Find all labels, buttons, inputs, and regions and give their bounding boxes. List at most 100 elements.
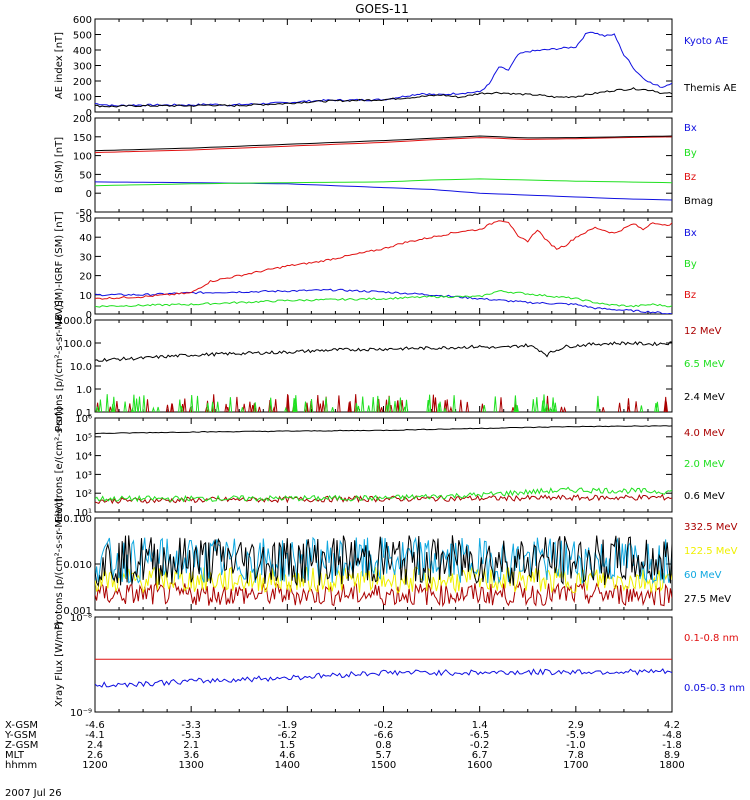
ephemeris-value: 2.9	[568, 720, 584, 731]
y-tick-label: 0.010	[63, 560, 92, 571]
ephemeris-label: X-GSM	[5, 720, 38, 731]
legend-entry: 2.0 MeV	[684, 459, 725, 470]
legend-entry: Bx	[684, 228, 697, 239]
y-axis-label: Protons [p/(cm²-s-sr-MeV)]	[54, 300, 65, 432]
series-0-6-mev	[95, 425, 672, 435]
y-tick-label: 600	[73, 15, 92, 26]
ephemeris-value: -5.9	[566, 730, 586, 741]
y-tick-label: 10⁶	[75, 414, 92, 425]
y-tick-label: 10⁻⁹	[70, 708, 92, 719]
ephemeris-value: -4.8	[662, 730, 682, 741]
ephemeris-value: -1.0	[566, 740, 586, 751]
ephemeris-value: 2.1	[183, 740, 199, 751]
ephemeris-value: -6.5	[470, 730, 490, 741]
series-by	[95, 289, 672, 308]
y-tick-label: 0	[86, 189, 92, 200]
y-tick-label: 0	[86, 108, 92, 119]
panel-3: 0 10 20 30 40 50 B (SM)-IGRF (SM) [nT] Bx By Bz	[54, 211, 697, 321]
series-27-5-mev	[95, 535, 672, 587]
series-6-5-mev	[95, 394, 660, 412]
legend-entry: 2.4 MeV	[684, 392, 725, 403]
ephemeris-value: -0.2	[374, 720, 394, 731]
series-bz	[95, 136, 672, 154]
legend-entry: 6.5 MeV	[684, 359, 725, 370]
legend-entry: 0.05-0.3 nm	[684, 683, 745, 694]
panel-1: 0 100 200 300 400 500 600 AE index [nT] Kyoto AE…	[54, 15, 737, 119]
y-axis-label: AE index [nT]	[54, 32, 65, 99]
y-axis-label: Electrons [e/(cm²-s-sr)]	[54, 407, 65, 523]
y-tick-label: 1000.0	[57, 316, 92, 327]
y-tick-label: 100.0	[63, 339, 92, 350]
y-tick-label: 10⁻⁸	[70, 613, 92, 624]
legend-entry: 4.0 MeV	[684, 428, 725, 439]
legend-entry: 27.5 MeV	[684, 594, 731, 605]
y-axis-label: B (SM)-IGRF (SM) [nT]	[54, 211, 65, 320]
series-0-05-0-3-nm	[95, 668, 672, 688]
legend-entry: 12 MeV	[684, 326, 722, 337]
y-axis-label: Xray Flux [W/m²]	[54, 622, 65, 707]
series-60-mev	[95, 536, 672, 585]
panel-7: 10⁻⁹ 10⁻⁸ Xray Flux [W/m²] 0.1-0.8 nm 0.05-0…	[54, 613, 745, 719]
y-tick-label: 100	[73, 152, 92, 163]
y-tick-label: 10²	[75, 489, 92, 500]
legend-entry: Themis AE	[683, 83, 737, 94]
y-tick-label: 50	[79, 170, 92, 181]
legend-entry: 0.6 MeV	[684, 491, 725, 502]
ephemeris-value: 4.2	[664, 720, 680, 731]
y-axis-label: B (SM) [nT]	[54, 137, 65, 193]
ephemeris-value: 4.6	[279, 750, 295, 761]
series-2-4-mev	[95, 341, 672, 362]
legend-entry: 0.1-0.8 nm	[684, 633, 739, 644]
ephemeris-value: 1.5	[279, 740, 295, 751]
legend-entry: Bx	[684, 123, 697, 134]
ephemeris-value: 2.6	[87, 750, 103, 761]
legend-entry: Bz	[684, 290, 696, 301]
legend-entry: Kyoto AE	[684, 36, 728, 47]
y-tick-label: 200	[73, 114, 92, 125]
series-bz	[95, 220, 672, 300]
ephemeris-value: -1.8	[662, 740, 682, 751]
ephemeris-value: 8.9	[664, 750, 680, 761]
ephemeris-value: 1800	[659, 760, 684, 771]
y-tick-label: 10⁵	[75, 433, 92, 444]
panel-2: -50 0 50 100 150 200 B (SM) [nT] Bx By Bz Bmag	[54, 114, 713, 219]
ephemeris-value: -0.2	[470, 740, 490, 751]
ephemeris-value: -4.1	[85, 730, 105, 741]
y-tick-label: 10¹	[75, 508, 92, 519]
ephemeris-value: 5.7	[376, 750, 392, 761]
series-4-0-mev	[95, 493, 672, 505]
y-tick-label: 10⁴	[75, 452, 92, 463]
series-by	[95, 178, 672, 187]
panel-5: 10¹ 10² 10³ 10⁴ 10⁵ 10⁶ Electrons [e/(cm²-s-sr…	[54, 407, 725, 523]
ephemeris-label: hhmm	[5, 760, 37, 771]
legend-entry: Bz	[684, 172, 696, 183]
ephemeris-value: -3.3	[181, 720, 201, 731]
ephemeris-label: Y-GSM	[4, 730, 37, 741]
ephemeris-value: 0.8	[376, 740, 392, 751]
plot-title: GOES-11	[355, 2, 409, 16]
ephemeris-value: -1.9	[278, 720, 298, 731]
y-tick-label: 50	[79, 214, 92, 225]
y-tick-label: 400	[73, 46, 92, 57]
ephemeris-value: 1.4	[472, 720, 488, 731]
ephemeris-value: 1200	[82, 760, 107, 771]
legend-entry: 122.5 MeV	[684, 546, 738, 557]
date-label: 2007 Jul 26	[5, 788, 62, 799]
ephemeris-value: 6.7	[472, 750, 488, 761]
y-tick-label: 500	[73, 31, 92, 42]
ephemeris-label: MLT	[5, 750, 25, 761]
y-tick-label: 40	[79, 233, 92, 244]
ephemeris-value: 3.6	[183, 750, 199, 761]
series-12-mev	[95, 394, 668, 412]
series-122-5-mev	[95, 566, 672, 594]
ephemeris-value: 1700	[563, 760, 588, 771]
y-tick-label: 30	[79, 252, 92, 263]
ephemeris-label: Z-GSM	[5, 740, 38, 751]
y-tick-label: 1.0	[76, 385, 92, 396]
ephemeris-value: -6.6	[374, 730, 394, 741]
series-themis-ae	[95, 87, 672, 108]
ephemeris-value: -6.2	[278, 730, 298, 741]
